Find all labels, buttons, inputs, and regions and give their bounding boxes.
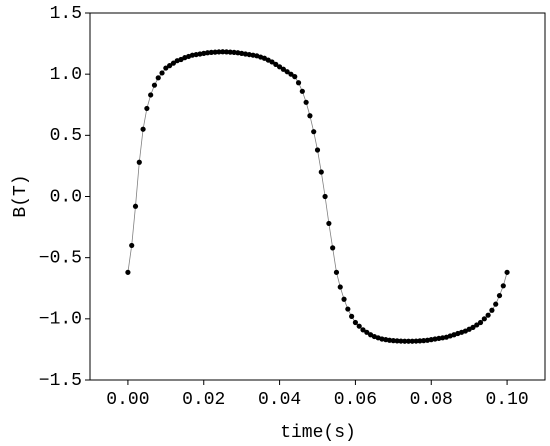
data-point — [405, 338, 412, 344]
data-point — [132, 203, 139, 209]
data-point — [356, 323, 362, 329]
data-point — [496, 292, 503, 299]
data-point — [326, 220, 332, 227]
data-point — [322, 193, 328, 200]
data-point — [311, 129, 317, 135]
data-point — [364, 329, 370, 335]
y-tick-label: 0.0 — [50, 187, 82, 207]
data-point — [417, 338, 423, 344]
data-point — [125, 269, 131, 275]
data-point — [493, 301, 499, 307]
data-point — [227, 49, 233, 55]
data-point — [231, 49, 237, 55]
data-point — [288, 71, 294, 77]
y-tick-label: 1.5 — [50, 4, 82, 24]
data-point — [208, 49, 214, 55]
data-point — [299, 88, 305, 94]
data-point — [318, 169, 324, 175]
data-point — [504, 269, 510, 275]
data-point — [303, 99, 309, 105]
data-point — [390, 338, 396, 344]
data-point — [489, 307, 495, 313]
data-point — [212, 49, 218, 55]
data-point — [292, 74, 298, 80]
data-point — [155, 75, 161, 81]
data-point — [307, 113, 313, 119]
data-point — [269, 59, 275, 65]
data-point — [136, 159, 142, 165]
data-point — [170, 60, 177, 66]
data-point — [500, 283, 506, 289]
data-point — [421, 338, 427, 344]
data-point — [276, 64, 283, 70]
data-point — [474, 322, 480, 328]
data-point — [413, 338, 419, 344]
data-point — [360, 327, 366, 333]
y-tick-label: −1.5 — [39, 371, 82, 391]
data-point — [223, 49, 230, 55]
data-point — [402, 338, 408, 344]
data-point — [151, 82, 158, 88]
data-point — [341, 296, 347, 302]
data-point — [409, 338, 415, 344]
y-tick-label: −1.0 — [39, 310, 82, 330]
data-point — [477, 319, 484, 326]
data-point — [220, 49, 226, 55]
data-point — [284, 69, 290, 75]
data-point — [144, 105, 150, 112]
x-tick-label: 0.00 — [106, 390, 149, 410]
data-point — [129, 242, 135, 249]
x-tick-label: 0.02 — [182, 390, 225, 410]
data-point — [159, 70, 165, 76]
data-point — [140, 126, 146, 132]
data-point — [386, 337, 393, 343]
data-point — [295, 80, 302, 86]
data-point — [330, 245, 336, 251]
y-tick-label: 0.5 — [50, 126, 82, 146]
data-point — [398, 338, 404, 344]
data-point — [345, 306, 351, 312]
data-point — [148, 92, 154, 98]
data-point — [280, 66, 286, 72]
x-tick-label: 0.08 — [410, 390, 453, 410]
x-tick-label: 0.10 — [485, 390, 528, 410]
x-axis-label: time(s) — [280, 423, 356, 443]
data-point — [352, 319, 359, 326]
data-point — [333, 269, 340, 275]
data-point — [163, 65, 169, 71]
data-point — [485, 312, 491, 318]
data-point — [394, 338, 400, 344]
data-point — [216, 49, 222, 55]
data-point — [349, 313, 355, 319]
y-tick-label: −0.5 — [39, 248, 82, 268]
data-point — [314, 147, 321, 153]
data-point — [204, 50, 211, 56]
series-line — [127, 51, 508, 342]
data-point — [470, 324, 476, 330]
x-tick-label: 0.04 — [258, 390, 301, 410]
x-tick-label: 0.06 — [334, 390, 377, 410]
data-point — [481, 316, 487, 322]
data-point — [167, 63, 173, 69]
data-point — [273, 61, 279, 67]
y-axis-label: B(T) — [11, 174, 31, 217]
y-tick-label: 1.0 — [50, 65, 82, 85]
data-point — [337, 284, 343, 290]
